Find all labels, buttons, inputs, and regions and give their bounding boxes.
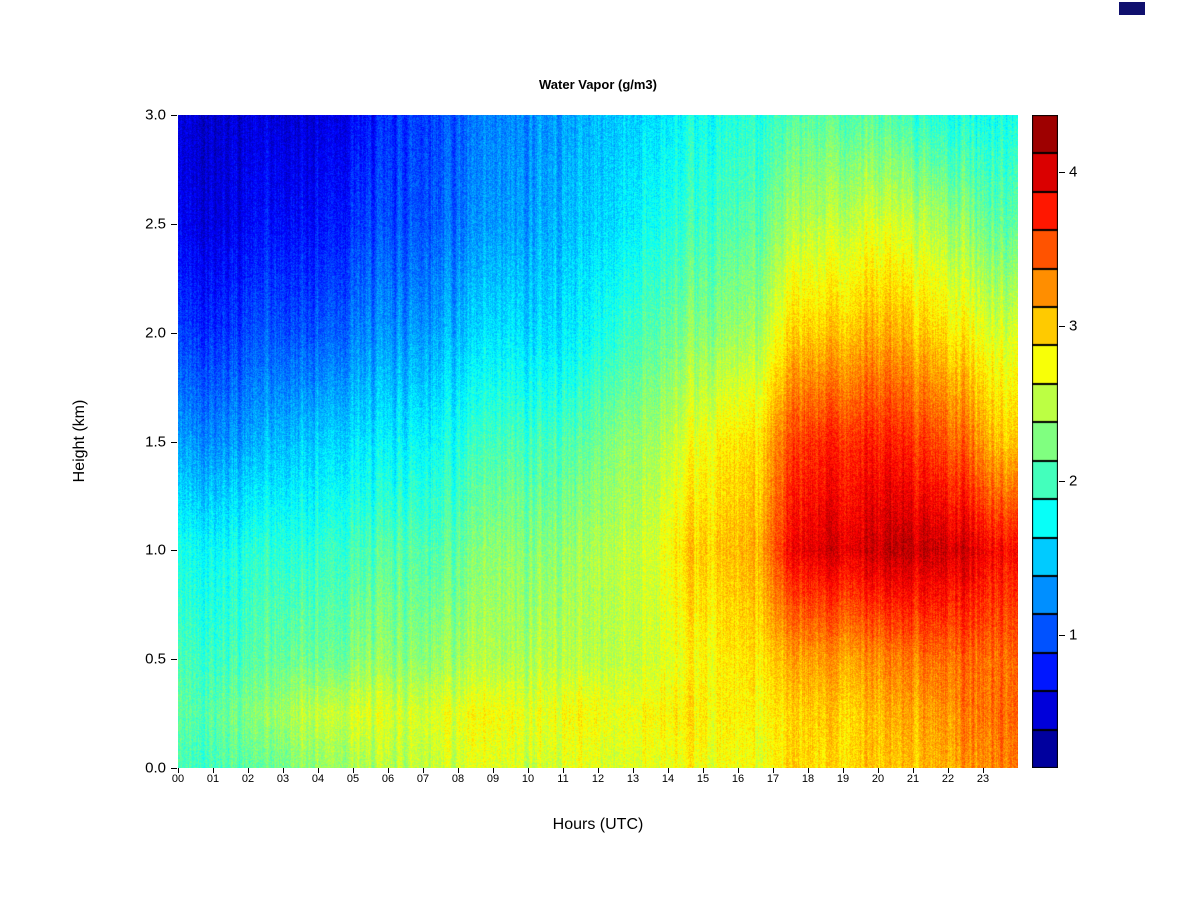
x-tick-label: 07	[416, 773, 430, 785]
x-tick-label: 06	[381, 773, 395, 785]
x-tick-label: 12	[591, 773, 605, 785]
x-tick-mark	[178, 768, 179, 773]
y-tick-mark	[171, 115, 177, 116]
x-tick-mark	[493, 768, 494, 773]
heatmap-canvas	[178, 115, 1018, 768]
x-tick-label: 22	[941, 773, 955, 785]
x-tick-label: 10	[521, 773, 535, 785]
colorbar-tick-mark	[1059, 635, 1065, 637]
y-axis-label: Height (km)	[71, 399, 88, 483]
x-tick-label: 18	[801, 773, 815, 785]
x-tick-label: 17	[766, 773, 780, 785]
x-tick-mark	[423, 768, 424, 773]
y-tick-mark	[171, 332, 177, 334]
colorbar-tick-label: 1	[1069, 626, 1078, 644]
x-tick-mark	[878, 768, 879, 773]
colorbar-tick-mark	[1059, 326, 1065, 328]
y-tick-mark	[171, 659, 177, 661]
x-tick-mark	[843, 768, 844, 773]
colorbar-tick-label: 2	[1069, 472, 1078, 490]
x-tick-mark	[983, 768, 984, 773]
x-tick-label: 15	[696, 773, 710, 785]
x-tick-mark	[318, 768, 319, 773]
colorbar-tick-label: 3	[1069, 317, 1078, 335]
x-tick-label: 16	[731, 773, 745, 785]
y-tick-mark	[171, 441, 177, 443]
chart-title: Water Vapor (g/m3)	[539, 77, 657, 92]
x-tick-label: 09	[486, 773, 500, 785]
x-tick-mark	[703, 768, 704, 773]
x-tick-label: 13	[626, 773, 640, 785]
x-tick-mark	[528, 768, 529, 773]
x-tick-label: 11	[557, 773, 569, 785]
x-tick-mark	[773, 768, 774, 773]
x-tick-mark	[458, 768, 459, 773]
x-tick-label: 02	[241, 773, 255, 785]
x-tick-mark	[283, 768, 284, 773]
x-tick-label: 00	[171, 773, 185, 785]
colorbar-canvas	[1032, 115, 1058, 768]
x-tick-mark	[353, 768, 354, 773]
y-tick-label: 2.5	[145, 215, 166, 233]
x-tick-mark	[248, 768, 249, 773]
x-tick-label: 01	[206, 773, 220, 785]
x-tick-label: 14	[661, 773, 675, 785]
y-tick-label: 1.5	[145, 433, 166, 450]
y-tick-label: 0.0	[145, 759, 166, 777]
y-tick-mark	[171, 223, 177, 225]
x-tick-mark	[563, 768, 564, 773]
x-tick-mark	[913, 768, 914, 773]
x-tick-mark	[633, 768, 634, 773]
x-tick-mark	[808, 768, 809, 773]
colorbar-tick-mark	[1059, 480, 1065, 482]
x-tick-label: 05	[346, 773, 360, 785]
x-tick-mark	[738, 768, 739, 773]
x-tick-mark	[598, 768, 599, 773]
x-tick-label: 03	[276, 773, 290, 785]
y-tick-label: 3.0	[145, 106, 166, 124]
x-tick-label: 20	[871, 773, 885, 785]
x-tick-mark	[213, 768, 214, 773]
y-tick-label: 1.0	[145, 541, 166, 559]
x-tick-label: 21	[906, 773, 920, 785]
x-tick-label: 19	[836, 773, 850, 785]
x-axis-label: Hours (UTC)	[552, 816, 644, 833]
x-tick-mark	[948, 768, 949, 773]
colorbar-tick-label: 4	[1069, 163, 1078, 181]
y-tick-mark	[171, 768, 177, 769]
window-artifact	[1119, 2, 1145, 15]
colorbar-tick-mark	[1059, 172, 1065, 174]
x-tick-mark	[668, 768, 669, 773]
y-tick-mark	[171, 550, 177, 552]
y-tick-label: 0.5	[145, 650, 166, 668]
x-tick-label: 23	[976, 773, 990, 785]
x-tick-label: 08	[451, 773, 465, 785]
x-tick-mark	[388, 768, 389, 773]
x-tick-label: 04	[311, 773, 325, 785]
y-tick-label: 2.0	[145, 324, 166, 342]
